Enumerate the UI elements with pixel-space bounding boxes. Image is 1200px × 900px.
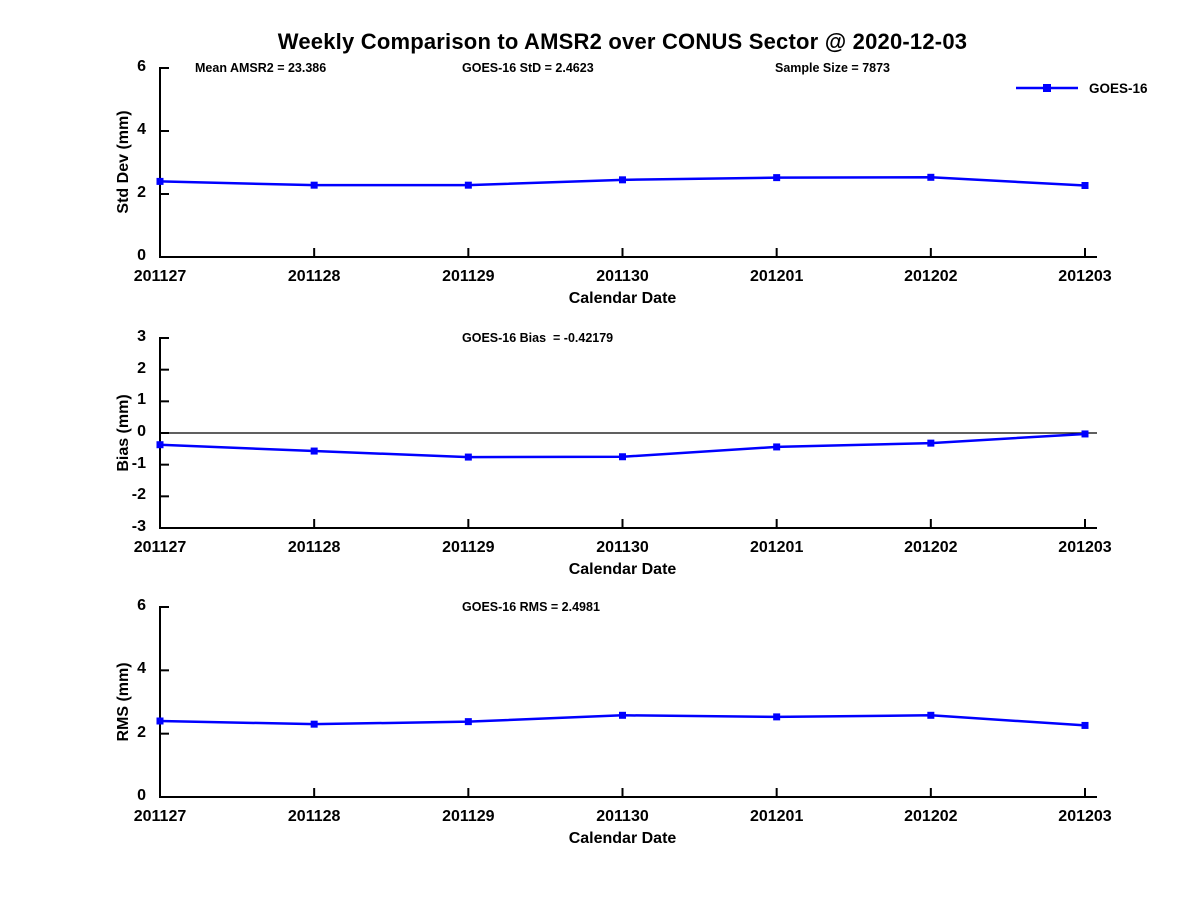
- x-tick-label: 201127: [133, 268, 187, 285]
- bias-data-marker: [156, 441, 164, 449]
- x-tick-label: 201128: [287, 808, 341, 825]
- x-tick-label: 201130: [596, 808, 649, 825]
- x-tick-label: 201130: [596, 268, 649, 285]
- x-tick-label: 201130: [596, 539, 649, 556]
- figure-title: Weekly Comparison to AMSR2 over CONUS Se…: [277, 29, 968, 54]
- x-tick-label: 201202: [904, 539, 958, 556]
- rms-data-marker: [464, 718, 472, 726]
- annotation-goes16-std: GOES-16 StD = 2.4623: [462, 61, 594, 75]
- rms-data-marker: [773, 713, 781, 721]
- y-tick-label: -1: [131, 454, 146, 472]
- x-tick-label: 201129: [442, 268, 495, 285]
- std-dev-data-marker: [1081, 181, 1089, 189]
- x-tick-label: 201129: [442, 808, 495, 825]
- rms-data-marker: [156, 717, 164, 725]
- std-dev-data-marker: [156, 177, 164, 185]
- y-tick-label: 6: [137, 597, 146, 614]
- x-tick-label: 201128: [287, 539, 341, 556]
- std-dev-data-marker: [310, 181, 318, 189]
- x-tick-label: 201129: [442, 539, 495, 556]
- y-tick-label: 0: [137, 423, 146, 440]
- rms-data-marker: [310, 720, 318, 728]
- x-tick-label: 201127: [133, 539, 187, 556]
- y-tick-label: 2: [137, 359, 146, 377]
- rms-data-marker: [927, 711, 935, 719]
- rms-data-marker: [1081, 721, 1089, 729]
- y-tick-label: 1: [137, 391, 146, 409]
- y-tick-label: 6: [137, 58, 146, 75]
- x-axis-label-rms: Calendar Date: [568, 830, 677, 847]
- x-tick-label: 201202: [904, 268, 958, 285]
- x-axis-label-std-dev: Calendar Date: [568, 290, 677, 307]
- std-dev-data-marker: [619, 176, 626, 184]
- x-tick-label: 201128: [287, 268, 341, 285]
- annotation-mean-amsr2: Mean AMSR2 = 23.386: [195, 61, 327, 75]
- bias-data-marker: [773, 443, 781, 451]
- bias-data-marker: [927, 439, 935, 447]
- bias-data-marker: [619, 453, 626, 461]
- annotation-goes16-bias: GOES-16 Bias = -0.42179: [462, 331, 614, 345]
- x-tick-label: 201202: [904, 808, 958, 825]
- y-tick-label: 2: [137, 723, 146, 741]
- y-tick-label: 0: [137, 787, 146, 804]
- bias-data-marker: [464, 453, 472, 461]
- annotation-sample-size: Sample Size = 7873: [775, 61, 891, 75]
- y-tick-label: -2: [131, 486, 146, 504]
- y-tick-label: 2: [137, 184, 146, 201]
- x-tick-label: 201201: [749, 539, 804, 556]
- bias-data-marker: [310, 447, 318, 455]
- bias-data-marker: [1081, 430, 1089, 438]
- x-tick-label: 201203: [1058, 268, 1112, 285]
- std-dev-data-marker: [773, 174, 781, 182]
- rms-data-marker: [619, 711, 626, 719]
- y-tick-label: -3: [131, 518, 146, 535]
- x-tick-label: 201203: [1058, 808, 1112, 825]
- y-tick-label: 0: [137, 247, 146, 264]
- legend-label: GOES-16: [1089, 80, 1148, 96]
- legend-line-marker-swatch: [1016, 84, 1078, 92]
- x-tick-label: 201127: [133, 808, 187, 825]
- std-dev-data-marker: [464, 181, 472, 189]
- annotation-goes16-rms: GOES-16 RMS = 2.4981: [462, 600, 600, 614]
- y-tick-label: 3: [137, 328, 146, 345]
- y-tick-label: 4: [137, 121, 146, 138]
- x-tick-label: 201203: [1058, 539, 1112, 556]
- legend: GOES-16: [1014, 80, 1148, 96]
- x-axis-label-bias: Calendar Date: [568, 561, 677, 578]
- x-tick-label: 201201: [749, 268, 804, 285]
- x-tick-label: 201201: [749, 808, 804, 825]
- y-tick-label: 4: [137, 660, 146, 678]
- std-dev-data-marker: [927, 173, 935, 181]
